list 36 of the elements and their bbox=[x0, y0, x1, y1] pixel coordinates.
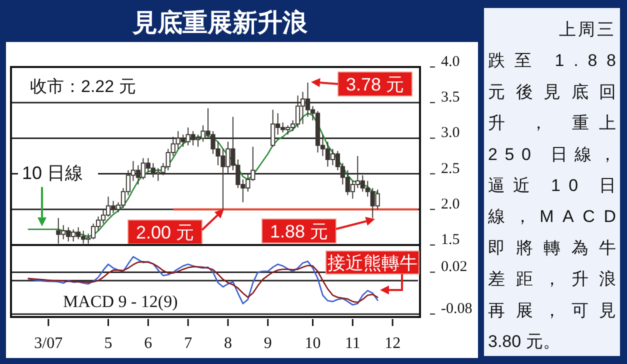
y-tick-label: 0.02 bbox=[441, 259, 468, 276]
text: 跌至 1.88 bbox=[488, 51, 616, 70]
text: 3.80 元。 bbox=[488, 332, 560, 351]
x-tick-label: 10 bbox=[304, 335, 321, 352]
chart-title: 見底重展新升浪 bbox=[132, 9, 308, 37]
annotation: 3.78 元 bbox=[346, 74, 404, 94]
x-tick-label: 3/07 bbox=[34, 335, 63, 352]
annotation: MACD 9 - 12(9) bbox=[63, 292, 178, 311]
x-tick-label: 6 bbox=[144, 335, 152, 352]
y-tick-label: 3.0 bbox=[441, 125, 460, 142]
text: 逼近 10 日 bbox=[488, 176, 616, 195]
text: 上周三 bbox=[559, 20, 616, 39]
x-tick-label: 7 bbox=[184, 335, 192, 352]
y-tick-label: 1.5 bbox=[441, 232, 460, 248]
y-tick-label: 4.0 bbox=[441, 54, 460, 70]
annotation: 收市：2.22 元 bbox=[30, 77, 136, 96]
text: 250 日線， bbox=[488, 144, 616, 164]
annotation: 1.88 元 bbox=[270, 222, 328, 242]
annotation: 接近熊轉牛 bbox=[328, 253, 418, 273]
text: 線，MACD bbox=[487, 207, 616, 226]
annotation: 2.00 元 bbox=[136, 222, 194, 242]
y-tick-label: 3.5 bbox=[441, 90, 460, 106]
annotation: 10 日線 bbox=[22, 163, 84, 183]
text: 再展，可見 bbox=[488, 300, 616, 320]
x-tick-label: 12 bbox=[384, 335, 401, 352]
x-tick-label: 5 bbox=[104, 335, 112, 352]
text: 升 ， 重上 bbox=[488, 114, 616, 133]
y-tick-label: 2.5 bbox=[441, 160, 460, 177]
y-tick-label: 2.0 bbox=[441, 196, 460, 212]
text: 元後見底回 bbox=[488, 82, 616, 102]
x-tick-label: 8 bbox=[224, 335, 232, 352]
x-tick-label: 9 bbox=[264, 335, 272, 352]
text: 即將轉為牛 bbox=[488, 238, 616, 258]
y-tick-label: -0.08 bbox=[441, 301, 472, 318]
text: 差距，升浪 bbox=[488, 270, 616, 289]
x-tick-label: 11 bbox=[344, 335, 360, 352]
